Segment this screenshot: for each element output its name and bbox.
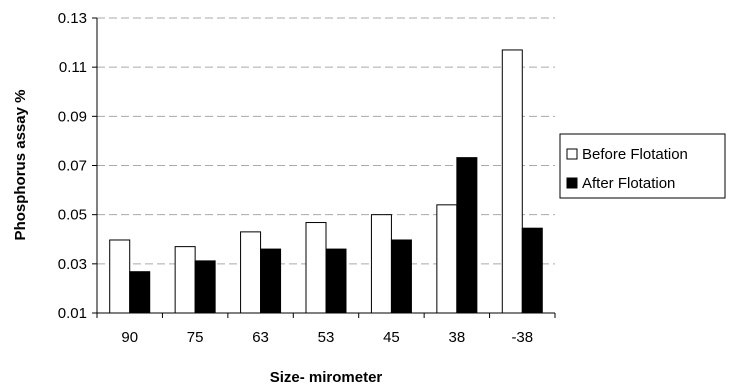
- legend-swatch-after-flotation: [566, 177, 578, 189]
- bar-after-flotation-45: [390, 239, 412, 314]
- y-tick-label: 0.11: [59, 59, 87, 76]
- bar-before-flotation-75: [174, 246, 196, 314]
- legend-label-before-flotation: Before Flotation: [582, 146, 688, 163]
- y-tick-label: 0.05: [58, 207, 87, 224]
- bar-before-flotation-45: [370, 214, 392, 314]
- x-tick-label: 45: [383, 329, 400, 346]
- bar-after-flotation-53: [325, 248, 347, 314]
- x-axis-title: Size- mirometer: [270, 369, 383, 386]
- legend-label-after-flotation: After Flotation: [582, 175, 675, 192]
- x-tick-labels: 90 75 63 53 45 38 -38: [96, 313, 556, 346]
- x-tick-label: 53: [318, 329, 335, 346]
- y-tick-label: 0.07: [58, 158, 87, 175]
- legend-frame: [559, 133, 726, 199]
- bar-after-flotation-38: [521, 227, 543, 314]
- y-tick-label: 0.13: [58, 10, 87, 27]
- legend-swatch-before-flotation: [566, 148, 578, 160]
- bar-after-flotation-90: [129, 271, 151, 314]
- x-tick-label: 38: [449, 329, 466, 346]
- bar-before-flotation-63: [240, 231, 262, 314]
- x-tick-label: 63: [252, 329, 269, 346]
- y-tick-labels: 0.01 0.03 0.05 0.07 0.09 0.11 0.13: [58, 10, 97, 322]
- bar-before-flotation-38: [436, 204, 458, 314]
- bar-after-flotation-75: [194, 260, 216, 314]
- x-tick-label: 75: [187, 329, 204, 346]
- y-tick-label: 0.01: [58, 305, 87, 322]
- bar-after-flotation-63: [260, 248, 282, 314]
- y-tick-label: 0.09: [58, 108, 87, 125]
- bars: [109, 49, 543, 314]
- bar-before-flotation-38: [501, 49, 523, 314]
- legend: Before Flotation After Flotation: [559, 133, 726, 199]
- bar-before-flotation-90: [109, 239, 131, 314]
- y-tick-label: 0.03: [58, 256, 87, 273]
- bar-after-flotation-38: [456, 157, 478, 314]
- y-axis-title: Phosphorus assay %: [12, 90, 29, 241]
- x-tick-label: -38: [511, 329, 533, 346]
- bar-before-flotation-53: [305, 222, 327, 314]
- x-tick-label: 90: [121, 329, 138, 346]
